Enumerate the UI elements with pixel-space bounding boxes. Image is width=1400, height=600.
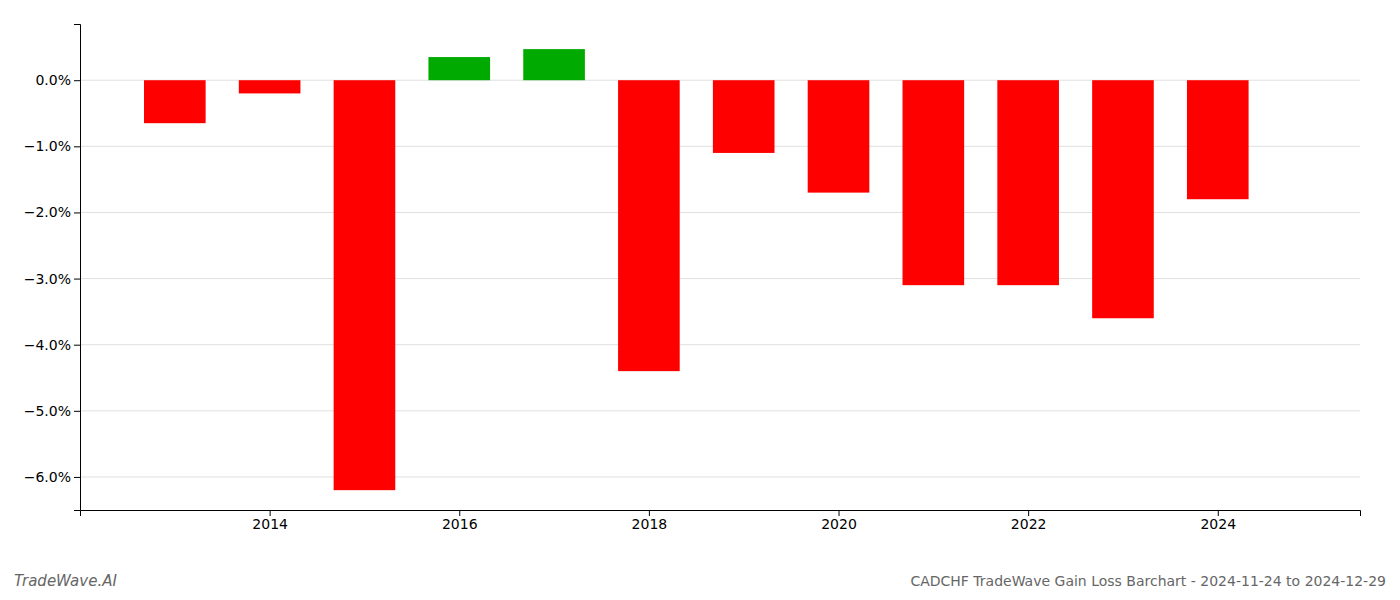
y-tick: 0.0% — [35, 72, 80, 88]
grid — [80, 80, 1360, 477]
x-tick-label: 2014 — [252, 516, 288, 532]
y-tick: −5.0% — [24, 403, 80, 419]
bar — [334, 80, 396, 490]
y-tick: −2.0% — [24, 204, 80, 220]
grid-line — [80, 476, 1360, 477]
x-tick: 2024 — [1200, 510, 1236, 532]
bar — [239, 80, 301, 93]
y-tick: −4.0% — [24, 337, 80, 353]
y-tick-label: −5.0% — [24, 403, 71, 419]
bars — [144, 49, 1249, 490]
x-tick: 2018 — [632, 510, 668, 532]
y-tick-mark — [74, 345, 80, 346]
chart: 201420162018202020222024−6.0%−5.0%−4.0%−… — [0, 0, 1400, 600]
y-tick-label: −4.0% — [24, 337, 71, 353]
y-tick: −6.0% — [24, 469, 80, 485]
x-axis: 2014 2016 2018 2020 2022 2024 — [81, 510, 1361, 532]
x-tick: 2016 — [442, 510, 478, 532]
x-tick-label: 2016 — [442, 516, 478, 532]
x-tick: 2014 — [252, 510, 288, 532]
bar — [903, 80, 965, 285]
y-tick-mark — [74, 146, 80, 147]
x-tick-label: 2022 — [1011, 516, 1047, 532]
bar — [713, 80, 775, 153]
y-tick-mark — [74, 80, 80, 81]
plot: 201420162018202020222024−6.0%−5.0%−4.0%−… — [24, 25, 1361, 532]
y-tick-mark — [74, 477, 80, 478]
bar — [428, 57, 490, 80]
y-tick-label: −6.0% — [24, 469, 71, 485]
bar — [1187, 80, 1249, 199]
bar — [144, 80, 206, 123]
y-tick-label: 0.0% — [35, 72, 71, 88]
bar — [1092, 80, 1154, 318]
y-tick-label: −3.0% — [24, 271, 71, 287]
y-tick-mark — [74, 212, 80, 213]
y-tick: −1.0% — [24, 138, 80, 154]
y-tick-label: −1.0% — [24, 138, 71, 154]
y-tick-label: −2.0% — [24, 204, 71, 220]
y-axis-line — [74, 25, 81, 511]
y-axis: −6.0% −5.0% −4.0% −3.0% −2.0% −1.0% 0.0% — [24, 25, 81, 511]
title: CADCHF TradeWave Gain Loss Barchart - 20… — [910, 573, 1386, 589]
x-tick-label: 2018 — [632, 516, 668, 532]
grid-line — [80, 344, 1360, 345]
grid-line — [80, 410, 1360, 411]
footer-left: TradeWave.AI — [14, 572, 117, 590]
y-tick-mark — [74, 279, 80, 280]
bar — [618, 80, 680, 371]
x-tick-label: 2020 — [821, 516, 857, 532]
bar — [997, 80, 1059, 285]
bar — [808, 80, 870, 192]
y-tick-mark — [74, 411, 80, 412]
grid-line — [80, 212, 1360, 213]
bar — [523, 49, 585, 80]
x-tick: 2022 — [1011, 510, 1047, 532]
y-tick: −3.0% — [24, 271, 80, 287]
x-tick-label: 2024 — [1200, 516, 1236, 532]
x-tick: 2020 — [821, 510, 857, 532]
grid-line — [80, 278, 1360, 279]
